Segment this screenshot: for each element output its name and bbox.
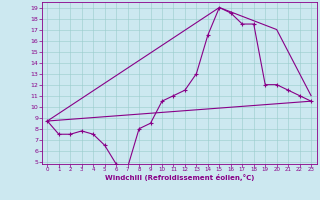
X-axis label: Windchill (Refroidissement éolien,°C): Windchill (Refroidissement éolien,°C) — [105, 174, 254, 181]
